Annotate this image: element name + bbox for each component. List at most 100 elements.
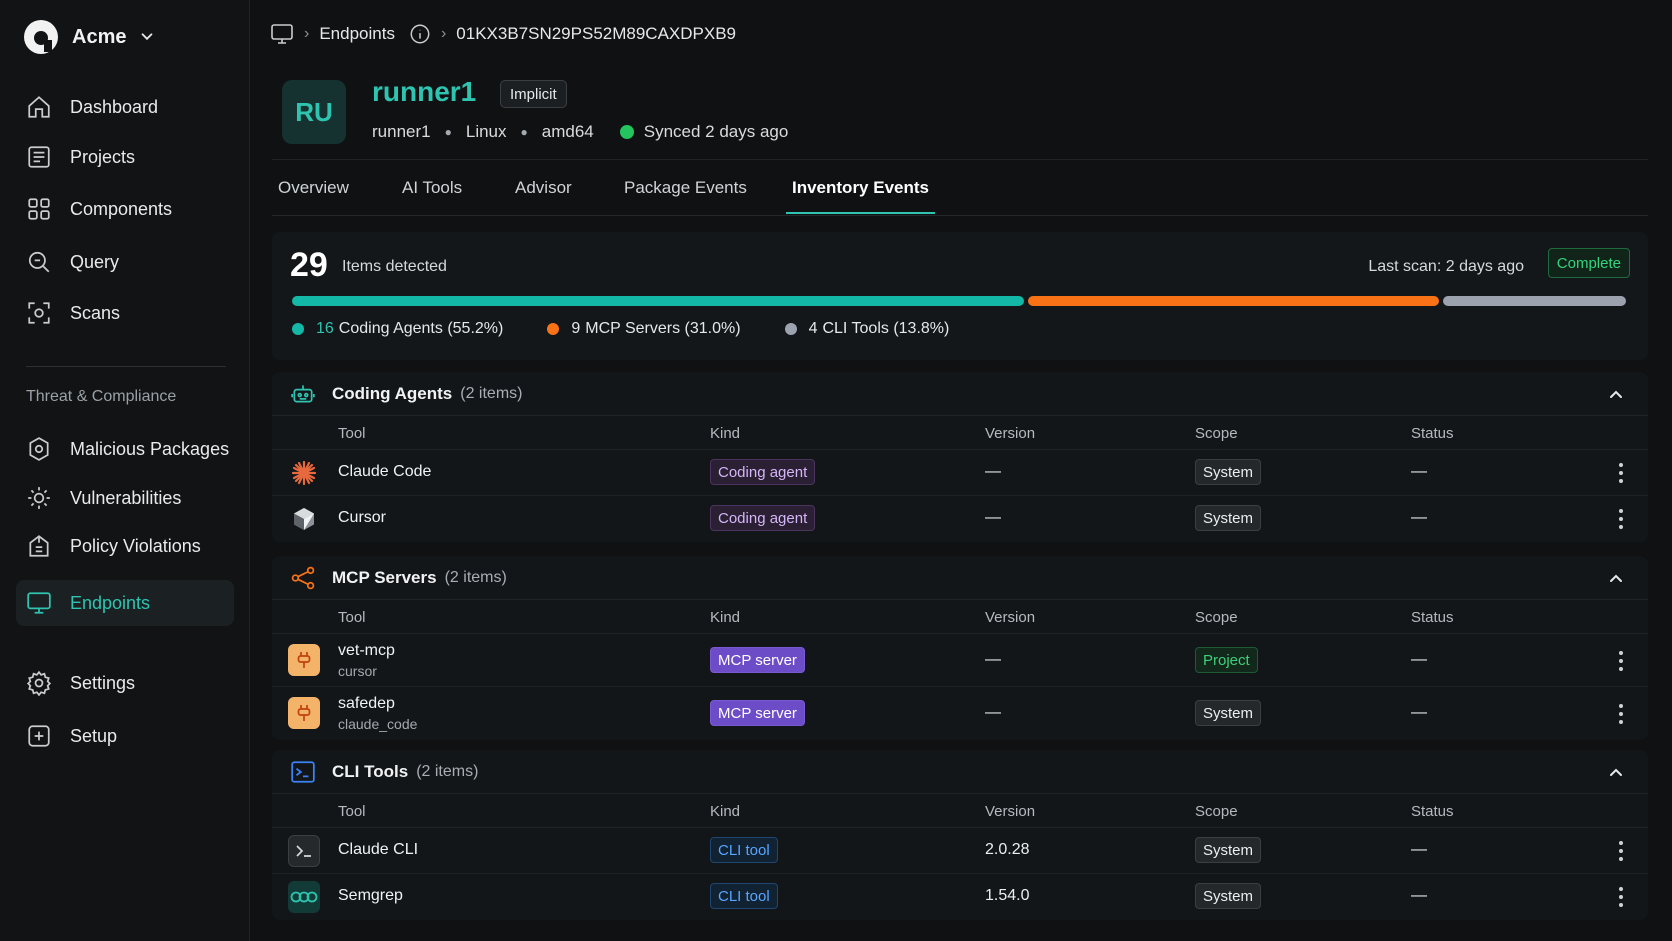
sidebar-item-components[interactable]: Components	[16, 186, 234, 232]
tool-name: safedep	[338, 695, 395, 712]
sidebar-item-policy-violations[interactable]: Policy Violations	[16, 523, 234, 569]
scan-status-badge: Complete	[1547, 248, 1630, 278]
legend-dot	[784, 323, 797, 335]
status-value: —	[1411, 651, 1427, 668]
chevron-up-icon[interactable]	[1606, 384, 1626, 404]
section-count: (2 items)	[460, 384, 523, 402]
status-value: —	[1411, 704, 1427, 721]
sidebar-item-setup[interactable]: Setup	[16, 713, 234, 759]
share-nodes-icon	[291, 566, 315, 589]
items-count-label: Items detected	[342, 258, 447, 275]
version-value: 2.0.28	[985, 841, 1030, 858]
legend-cli-tools: 4 CLI Tools (13.8%)	[784, 320, 950, 338]
table-row[interactable]: Cursor Coding agent — System —	[272, 496, 1648, 542]
col-version: Version	[985, 609, 1036, 626]
sidebar-divider	[26, 366, 226, 367]
section-header[interactable]: MCP Servers (2 items)	[272, 556, 1648, 600]
section-mcp-servers: MCP Servers (2 items) Tool Kind Version …	[272, 556, 1648, 740]
version-value: 1.54.0	[985, 887, 1030, 904]
more-vertical-icon[interactable]	[1618, 886, 1624, 908]
chevron-up-icon[interactable]	[1606, 762, 1626, 782]
endpoint-name: runner1	[372, 76, 477, 107]
tab-overview[interactable]: Overview	[278, 178, 349, 197]
plug-icon	[288, 644, 320, 676]
scope-chip: System	[1195, 505, 1262, 531]
scope-chip: System	[1195, 837, 1262, 863]
table-row[interactable]: Claude Code Coding agent — System —	[272, 450, 1648, 496]
endpoint-os: Linux	[465, 122, 507, 141]
tab-package-events[interactable]: Package Events	[624, 178, 747, 197]
gear-icon	[26, 670, 52, 696]
breadcrumb-separator: ›	[304, 25, 310, 42]
version-value: —	[985, 651, 1001, 668]
section-title: CLI Tools	[332, 761, 409, 781]
tab-advisor[interactable]: Advisor	[515, 178, 572, 197]
legend-label: CLI Tools (13.8%)	[822, 320, 950, 337]
terminal-prompt-icon	[288, 835, 320, 867]
info-icon[interactable]	[409, 23, 431, 45]
scope-chip: System	[1195, 883, 1262, 909]
sidebar-item-label: Components	[70, 198, 173, 219]
tool-name: vet-mcp	[338, 642, 395, 659]
cursor-cube-icon	[288, 503, 320, 535]
policy-icon	[29, 535, 49, 557]
section-header[interactable]: Coding Agents (2 items)	[272, 372, 1648, 416]
tab-inventory-events[interactable]: Inventory Events	[786, 178, 935, 214]
tool-name: Claude CLI	[338, 841, 419, 858]
table-row[interactable]: Claude CLI CLI tool 2.0.28 System —	[272, 828, 1648, 874]
scan-icon	[28, 302, 50, 324]
projects-icon	[28, 146, 50, 168]
more-vertical-icon[interactable]	[1618, 462, 1624, 484]
sidebar-item-label: Policy Violations	[70, 535, 201, 556]
chevron-down-icon	[142, 33, 153, 41]
legend-label: MCP Servers (31.0%)	[585, 320, 741, 337]
tab-ai-tools[interactable]: AI Tools	[402, 178, 463, 197]
section-header[interactable]: CLI Tools (2 items)	[272, 750, 1648, 794]
section-coding-agents: Coding Agents (2 items) Tool Kind Versio…	[272, 372, 1648, 542]
col-status: Status	[1411, 609, 1454, 626]
kind-chip: MCP server	[710, 647, 805, 673]
col-version: Version	[985, 803, 1036, 820]
legend-dot	[292, 323, 304, 335]
sidebar-item-label: Scans	[70, 302, 121, 323]
meta-separator: ●	[520, 125, 528, 139]
query-icon	[28, 251, 50, 273]
sidebar-item-settings[interactable]: Settings	[16, 660, 234, 706]
table-row[interactable]: Semgrep CLI tool 1.54.0 System —	[272, 874, 1648, 920]
sidebar-item-scans[interactable]: Scans	[16, 290, 234, 336]
monitor-icon	[27, 592, 51, 614]
col-status: Status	[1411, 425, 1454, 442]
sidebar-item-projects[interactable]: Projects	[16, 134, 234, 180]
main-content: › Endpoints › 01KX3B7SN29PS52M89CAXDPXB9…	[250, 0, 1672, 941]
table-row[interactable]: vet-mcp cursor MCP server — Project —	[272, 634, 1648, 687]
table-header: Tool Kind Version Scope Status	[272, 600, 1648, 634]
more-vertical-icon[interactable]	[1618, 650, 1624, 672]
sidebar-item-endpoints[interactable]: Endpoints	[16, 580, 234, 626]
more-vertical-icon[interactable]	[1618, 703, 1624, 725]
col-scope: Scope	[1195, 803, 1238, 820]
more-vertical-icon[interactable]	[1618, 840, 1624, 862]
implicit-badge: Implicit	[500, 80, 567, 108]
breadcrumb-endpoints-link[interactable]: Endpoints	[319, 24, 395, 43]
monitor-icon[interactable]	[270, 22, 294, 46]
sidebar-item-dashboard[interactable]: Dashboard	[16, 84, 234, 130]
legend-coding-agents: 16 Coding Agents (55.2%)	[292, 320, 503, 338]
malicious-icon	[29, 437, 49, 461]
sidebar-item-malicious-packages[interactable]: Malicious Packages	[16, 426, 234, 472]
org-switcher[interactable]: Acme	[24, 20, 156, 54]
distribution-segment-2	[1443, 296, 1626, 306]
kind-chip: CLI tool	[710, 837, 778, 863]
chevron-up-icon[interactable]	[1606, 568, 1626, 588]
table-row[interactable]: safedep claude_code MCP server — System …	[272, 687, 1648, 740]
home-icon	[28, 96, 50, 118]
sidebar-item-vulnerabilities[interactable]: Vulnerabilities	[16, 475, 234, 521]
status-value: —	[1411, 509, 1427, 526]
more-vertical-icon[interactable]	[1618, 508, 1624, 530]
plug-icon	[288, 697, 320, 729]
sidebar-item-label: Endpoints	[70, 592, 151, 613]
terminal-icon	[291, 760, 315, 783]
legend-label: Coding Agents (55.2%)	[338, 320, 504, 337]
sidebar-item-query[interactable]: Query	[16, 239, 234, 285]
endpoint-meta: runner1 ● Linux ● amd64 Synced 2 days ag…	[372, 122, 788, 142]
tool-cell: vet-mcp cursor	[338, 642, 395, 679]
